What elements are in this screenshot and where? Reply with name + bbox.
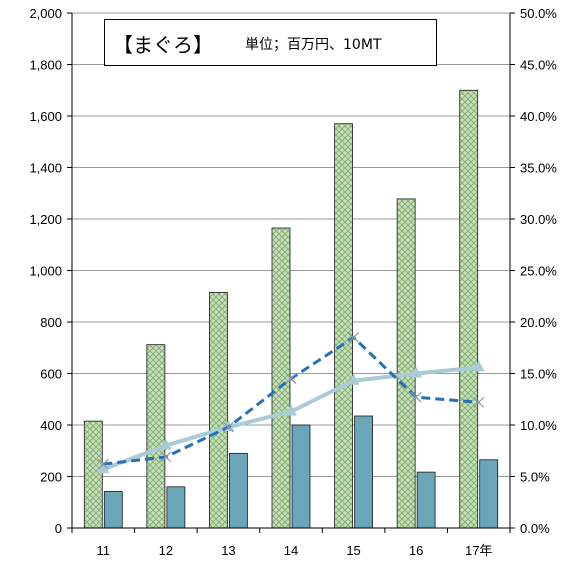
right-tick-label: 45.0% — [520, 58, 557, 73]
gridlines — [72, 13, 510, 528]
x-axis-ticks: 11 12 13 14 15 16 17年 — [97, 543, 493, 558]
right-tick-label: 50.0% — [520, 6, 557, 21]
right-tick-label: 5.0% — [520, 470, 550, 485]
left-tick-label: 1,800 — [29, 58, 62, 73]
right-tick-label: 0.0% — [520, 521, 550, 536]
bar-series2-1 — [167, 487, 185, 528]
bar-series1-1 — [147, 345, 165, 528]
bar-series2-0 — [104, 491, 122, 528]
left-tick-label: 800 — [40, 315, 62, 330]
x-tick-label: 11 — [97, 543, 111, 558]
right-axis-ticks: 0.0% 5.0% 10.0% 15.0% 20.0% 25.0% 30.0% 35.0% 40… — [520, 6, 557, 536]
bar-series2-6 — [480, 460, 498, 528]
right-tick-label: 35.0% — [520, 161, 557, 176]
x-tick-label: 15 — [346, 543, 360, 558]
bar-series1-4 — [335, 124, 353, 528]
right-tick-label: 15.0% — [520, 367, 557, 382]
right-tick-label: 10.0% — [520, 418, 557, 433]
x-tick-label: 14 — [284, 543, 298, 558]
bar-series2-5 — [417, 472, 435, 528]
left-tick-label: 1,200 — [29, 212, 62, 227]
right-tick-label: 30.0% — [520, 212, 557, 227]
bar-series1-6 — [460, 90, 478, 528]
bar-series2-2 — [229, 453, 247, 528]
chart-title-box: 【まぐろ】 単位；百万円、10MT — [104, 19, 437, 66]
left-tick-label: 200 — [40, 470, 62, 485]
bar-series1-0 — [84, 421, 102, 528]
axes — [67, 13, 515, 533]
x-tick-label: 12 — [159, 543, 173, 558]
right-tick-label: 20.0% — [520, 315, 557, 330]
x-tick-label: 13 — [221, 543, 235, 558]
left-tick-label: 2,000 — [29, 6, 62, 21]
left-tick-label: 0 — [55, 521, 62, 536]
left-tick-label: 1,600 — [29, 109, 62, 124]
chart-unit-label: 単位；百万円、10MT — [245, 34, 381, 54]
bar-series1-3 — [272, 228, 290, 528]
bar-series2-3 — [292, 425, 310, 528]
x-tick-label: 17年 — [465, 543, 492, 558]
bar-series1-5 — [397, 199, 415, 528]
bars — [84, 90, 497, 528]
x-tick-label: 16 — [409, 543, 423, 558]
right-tick-label: 40.0% — [520, 109, 557, 124]
bar-series2-4 — [355, 416, 373, 528]
left-tick-label: 600 — [40, 367, 62, 382]
bar-series1-2 — [209, 292, 227, 528]
left-tick-label: 1,400 — [29, 161, 62, 176]
left-tick-label: 400 — [40, 418, 62, 433]
right-tick-label: 25.0% — [520, 264, 557, 279]
chart-title: 【まぐろ】 — [113, 29, 213, 58]
left-tick-label: 1,000 — [29, 264, 62, 279]
left-axis-ticks: 0 200 400 600 800 1,000 1,200 1,400 1,600 1,800 2,… — [29, 6, 62, 536]
